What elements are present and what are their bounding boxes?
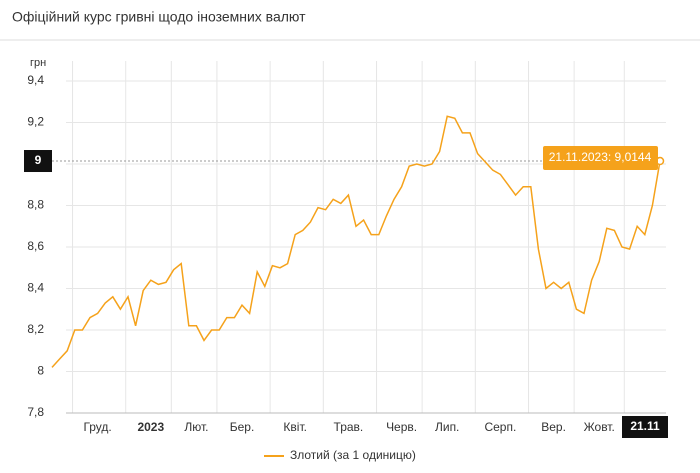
y-axis-label: грн (30, 57, 46, 69)
x-tick-label: Груд. (83, 420, 111, 434)
x-tick-label: Черв. (386, 420, 417, 434)
y-tick-label: 8,8 (27, 198, 44, 212)
y-tick-label: 8,4 (27, 281, 44, 295)
crosshair-label-bg (24, 150, 52, 173)
y-tick-label: 7,8 (27, 405, 44, 419)
line (51, 115, 661, 368)
y-tick-label: 8,2 (27, 322, 44, 336)
chart-title: Офіційний курс гривні щодо іноземних вал… (12, 9, 306, 25)
y-tick-label: 9,2 (27, 115, 44, 129)
tooltip-bg (543, 146, 658, 171)
x-tick-label: 2023 (137, 420, 164, 434)
x-tick-label: Серп. (484, 420, 516, 434)
x-tick-label: Вер. (541, 420, 566, 434)
x-tick-label: Жовт. (584, 420, 615, 434)
x-tick-label: Лип. (435, 420, 459, 434)
y-tick-label: 8 (37, 364, 44, 378)
y-tick-label: 8,6 (27, 239, 44, 253)
y-tick-label: 9,4 (27, 73, 44, 87)
legend-label: Злотий (за 1 одиницю) (290, 448, 416, 462)
y-tick-label: 9 (35, 153, 42, 167)
tooltip: 21.11.2023: 9,0144 (549, 150, 652, 164)
x-tick-label: Квіт. (283, 420, 307, 434)
x-tick-label: 21.11 (630, 419, 660, 433)
x-tick-label: Лют. (184, 420, 208, 434)
crosshair-x-bg (622, 416, 668, 438)
x-tick-label: Трав. (334, 420, 364, 434)
x-tick-label: Бер. (230, 420, 255, 434)
